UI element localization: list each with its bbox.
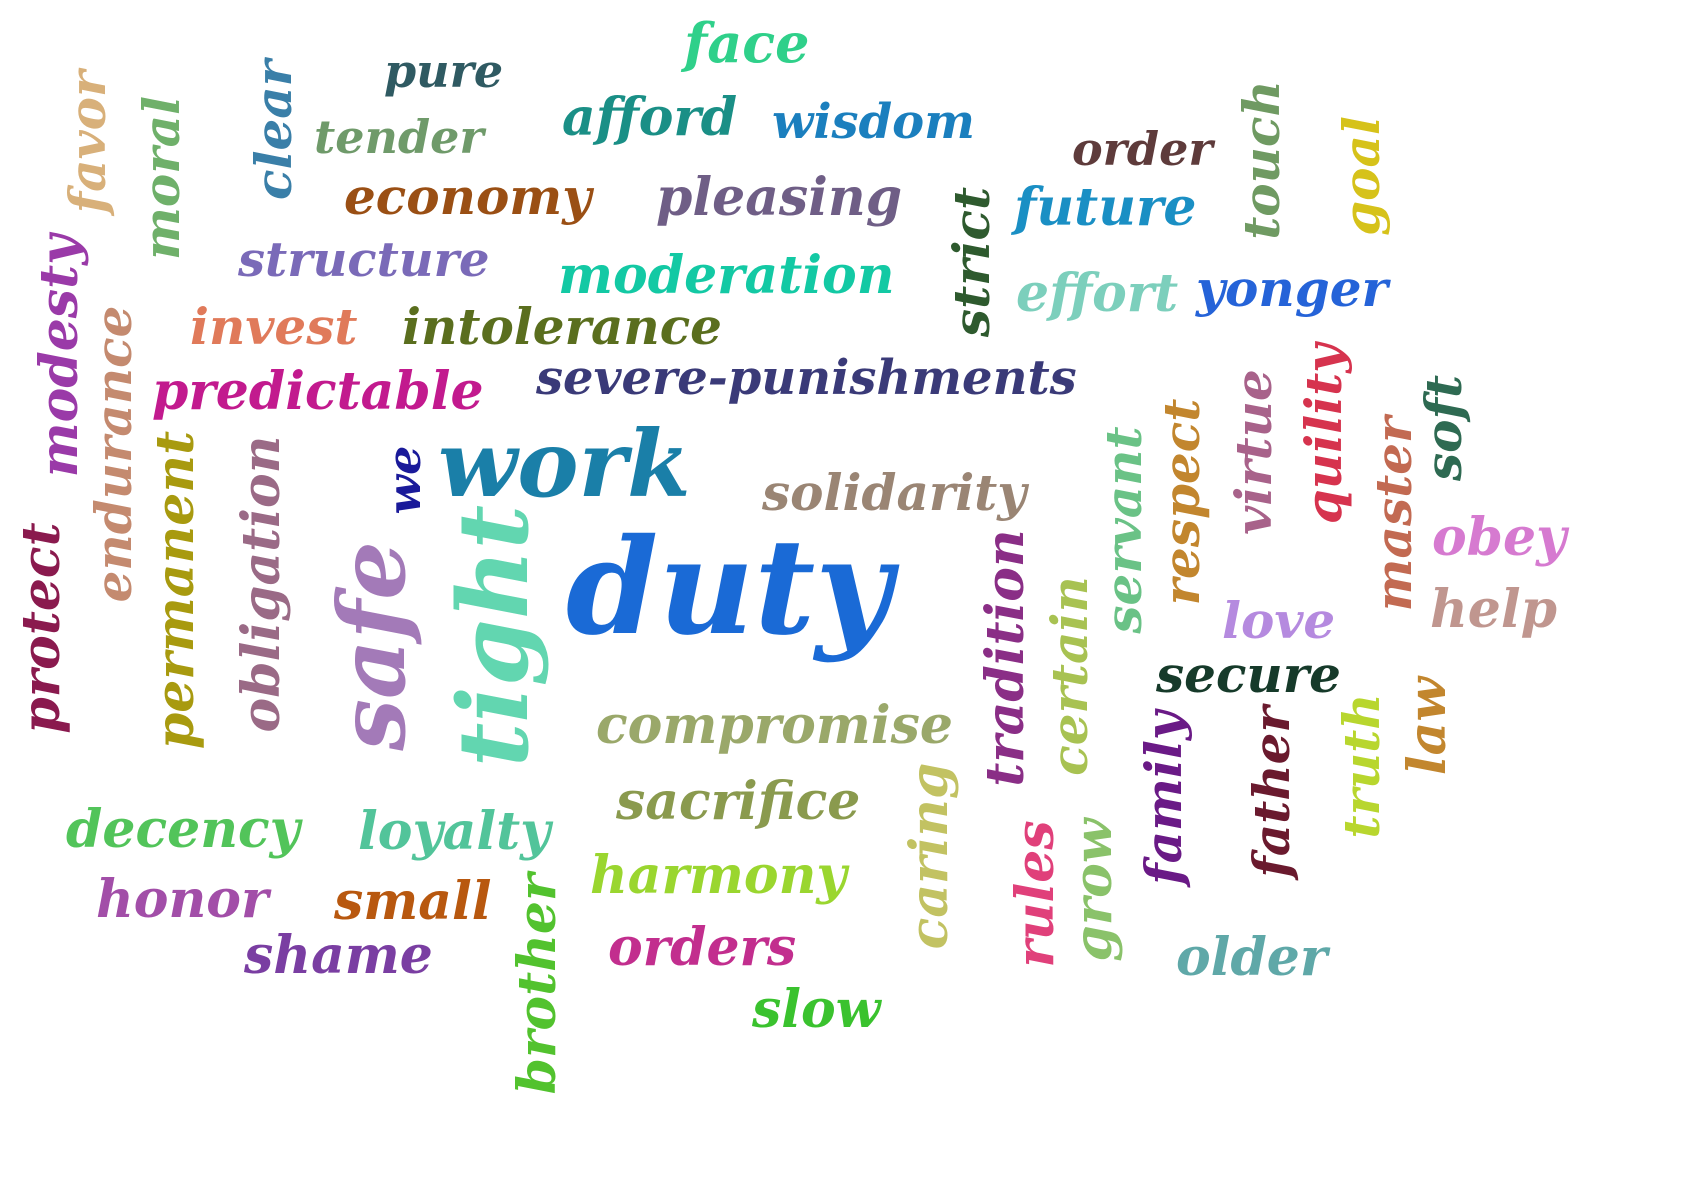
- word-solidarity: solidarity: [762, 463, 1027, 522]
- word-certain: certain: [1040, 576, 1099, 776]
- word-face: face: [684, 11, 810, 75]
- word-honor: honor: [96, 869, 269, 930]
- word-truth: truth: [1332, 693, 1391, 839]
- word-rules: rules: [1005, 820, 1066, 968]
- word-touch: touch: [1232, 80, 1291, 240]
- word-wisdom: wisdom: [772, 94, 975, 150]
- word-obey: obey: [1432, 507, 1567, 568]
- word-shame: shame: [244, 925, 433, 986]
- word-structure: structure: [238, 232, 490, 288]
- word-servant: servant: [1094, 426, 1153, 634]
- word-love: love: [1222, 591, 1336, 650]
- word-brother: brother: [507, 873, 568, 1095]
- word-grow: grow: [1063, 818, 1124, 962]
- word-future: future: [1014, 177, 1197, 238]
- word-pure: pure: [384, 44, 504, 98]
- word-protect: protect: [11, 522, 72, 734]
- word-invest: invest: [190, 297, 358, 356]
- word-respect: respect: [1152, 398, 1211, 606]
- word-order: order: [1072, 122, 1213, 176]
- word-predictable: predictable: [152, 361, 484, 422]
- word-severe-punishments: severe-punishments: [536, 350, 1077, 406]
- word-pleasing: pleasing: [656, 167, 903, 228]
- word-family: family: [1134, 711, 1193, 885]
- word-effort: effort: [1016, 263, 1179, 324]
- word-father: father: [1242, 706, 1301, 878]
- word-afford: afford: [562, 87, 738, 148]
- word-modesty: modesty: [29, 234, 90, 478]
- word-law: law: [1397, 676, 1458, 776]
- word-sacrifice: sacrifice: [616, 771, 861, 832]
- word-decency: decency: [66, 799, 300, 860]
- word-slow: slow: [752, 979, 881, 1040]
- word-tradition: tradition: [975, 529, 1036, 787]
- word-master: master: [1364, 416, 1423, 612]
- word-tender: tender: [314, 110, 484, 164]
- word-quility: quility: [1294, 343, 1353, 525]
- word-loyalty: loyalty: [358, 801, 551, 862]
- word-virtue: virtue: [1224, 369, 1283, 535]
- word-orders: orders: [608, 917, 797, 978]
- word-clear: clear: [244, 60, 303, 200]
- word-safe: safe: [318, 541, 426, 751]
- word-caring: caring: [899, 762, 960, 950]
- word-older: older: [1176, 927, 1328, 988]
- word-we: we: [377, 445, 431, 515]
- word-compromise: compromise: [596, 695, 953, 756]
- word-favor: favor: [58, 70, 117, 214]
- word-economy: economy: [344, 167, 592, 226]
- word-permanent: permanent: [145, 430, 206, 750]
- word-small: small: [334, 871, 492, 932]
- word-moral: moral: [132, 96, 191, 260]
- word-duty: duty: [566, 510, 892, 665]
- word-moderation: moderation: [558, 245, 895, 306]
- word-yonger: yonger: [1196, 259, 1388, 318]
- word-help: help: [1430, 579, 1558, 640]
- word-tight: tight: [437, 504, 550, 768]
- word-endurance: endurance: [84, 305, 143, 603]
- word-work: work: [438, 410, 691, 518]
- word-secure: secure: [1156, 645, 1341, 704]
- word-obligation: obligation: [231, 435, 292, 733]
- word-strict: strict: [942, 186, 1001, 338]
- word-goal: goal: [1332, 116, 1391, 236]
- word-harmony: harmony: [590, 845, 847, 906]
- word-soft: soft: [1414, 374, 1473, 482]
- word-intolerance: intolerance: [402, 297, 722, 356]
